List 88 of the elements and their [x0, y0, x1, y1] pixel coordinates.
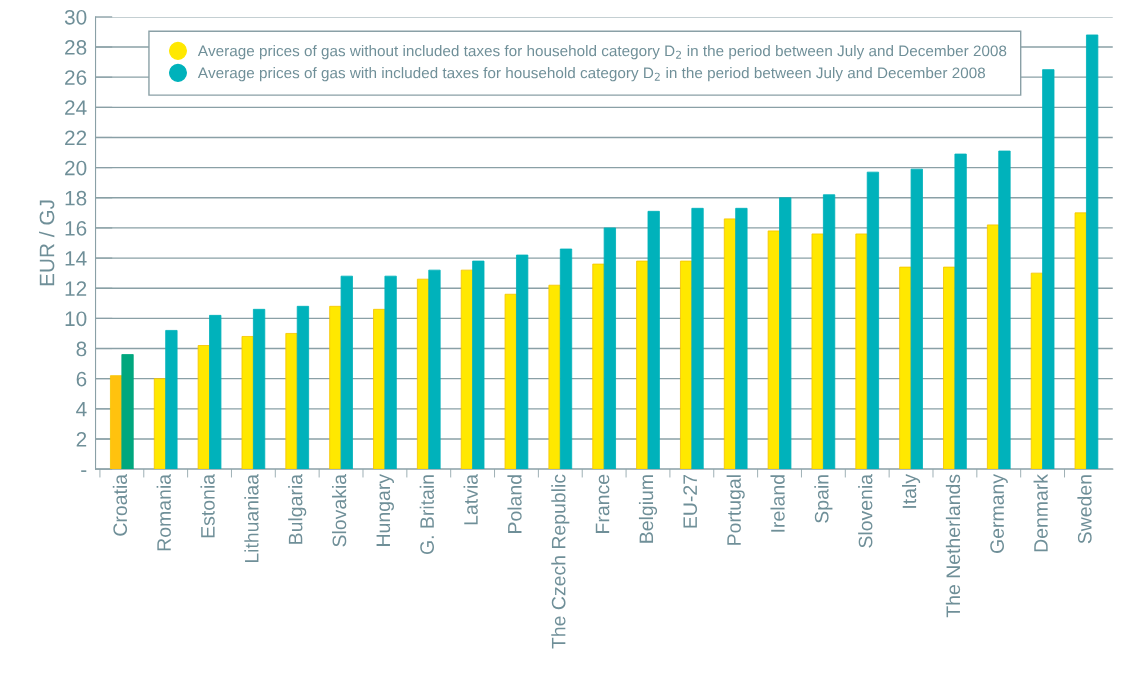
bar: [153, 378, 167, 470]
x-tick-label: The Netherlands: [945, 474, 961, 618]
y-tick-label: 28: [65, 40, 87, 55]
bar: [779, 197, 792, 470]
bar: [329, 305, 342, 470]
bar: [735, 207, 748, 470]
bar: [943, 266, 956, 470]
x-tick-label: Hungary: [376, 474, 394, 546]
y-axis-title: EUR / GJ: [39, 200, 55, 286]
bar: [910, 168, 923, 470]
y-tick-label: -: [81, 470, 87, 472]
y-tick-label: 24: [65, 100, 87, 115]
bar: [559, 248, 573, 470]
bar: [998, 150, 1011, 470]
bar: [209, 314, 222, 470]
bar: [855, 233, 868, 470]
y-tick-label: 6: [76, 371, 87, 387]
y-tick-label: 4: [76, 402, 87, 417]
bar: [121, 354, 134, 470]
y-tick-label: 14: [65, 251, 87, 266]
bar: [548, 284, 561, 470]
x-tick-label: Latvia: [463, 473, 478, 525]
y-tick-label: 26: [65, 70, 87, 85]
y-tick-label: 2: [76, 431, 87, 447]
x-tick-label: Estonia: [200, 473, 215, 538]
bar: [241, 336, 254, 470]
bar: [384, 275, 397, 470]
y-tick-label: 12: [65, 281, 87, 296]
y-tick-label: 30: [64, 9, 87, 25]
bar: [986, 224, 1000, 470]
bar: [285, 333, 298, 470]
bar: [165, 330, 178, 470]
bar: [197, 345, 210, 470]
bar: [647, 210, 660, 470]
x-tick-label: The Czech Republic: [551, 474, 570, 649]
x-tick-label: EU-27: [683, 474, 698, 528]
bar: [866, 171, 880, 470]
x-tick-label: G. Britain: [419, 475, 434, 555]
bar: [110, 375, 123, 470]
bar: [1030, 272, 1044, 470]
bar: [603, 227, 616, 470]
bar: [516, 254, 529, 470]
y-tick-label: 16: [65, 220, 87, 236]
bar: [373, 308, 386, 470]
bar: [460, 269, 474, 470]
bar: [1086, 34, 1099, 470]
bar: [691, 207, 704, 470]
x-tick-label: Slovakia: [332, 473, 347, 547]
bar: [1042, 69, 1055, 470]
bar: [416, 278, 430, 470]
y-tick-label: 18: [65, 190, 87, 206]
y-tick-label: 10: [65, 311, 87, 327]
x-tick-label: Lithuaniaa: [244, 473, 259, 563]
y-tick-label: 8: [76, 341, 87, 357]
bar: [767, 230, 780, 470]
x-tick-label: France: [595, 474, 610, 533]
bar: [636, 260, 649, 470]
bar: [680, 260, 693, 470]
y-tick-label: 20: [65, 160, 87, 176]
y-tick-label: 22: [65, 130, 87, 146]
x-tick-label: Spain: [814, 475, 833, 523]
x-tick-label: Denmark: [1033, 473, 1048, 552]
bar: [252, 308, 266, 470]
x-tick-label: Belgium: [638, 475, 658, 543]
legend-label: Average prices of gas without included taxes for household category D$_{2}$ in the period between July and December 2008: [197, 45, 1007, 60]
x-tick-label: Croatia: [112, 473, 128, 536]
bar: [954, 153, 967, 470]
bar: [899, 266, 912, 470]
x-tick-label: Ireland: [770, 475, 785, 532]
x-tick-label: Germany: [990, 474, 1008, 553]
x-tick-label: Bulgaria: [288, 473, 307, 544]
x-tick-label: Sweden: [1077, 475, 1092, 544]
x-tick-label: Portugal: [726, 475, 745, 545]
bar: [1074, 212, 1087, 470]
bar: [296, 305, 310, 470]
bar: [504, 293, 517, 470]
bar: [592, 263, 605, 470]
x-tick-label: Slovenia: [858, 473, 873, 548]
x-tick-label: Italy: [902, 474, 921, 508]
bar: [822, 194, 836, 470]
bar: [340, 275, 353, 470]
x-tick-label: Romania: [156, 473, 171, 551]
x-tick-label: Poland: [507, 475, 522, 533]
legend-label: Average prices of gas with included taxes for household category D$_{2}$ in the period between July and December 2008: [197, 67, 986, 82]
bar: [472, 260, 485, 470]
bar: [723, 218, 737, 470]
bar: [811, 233, 824, 470]
bar: [428, 269, 441, 470]
